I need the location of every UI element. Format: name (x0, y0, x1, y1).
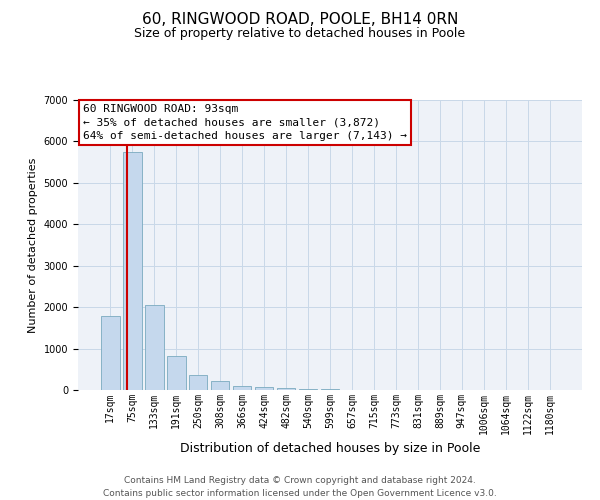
Bar (189, 375, 208, 390)
Bar (145, 305, 164, 390)
Bar (299, 389, 317, 390)
Bar (255, 387, 274, 390)
Bar (233, 386, 251, 390)
Bar (277, 388, 295, 390)
Text: Contains HM Land Registry data © Crown copyright and database right 2024.
Contai: Contains HM Land Registry data © Crown c… (103, 476, 497, 498)
Bar (101, 316, 119, 390)
X-axis label: Distribution of detached houses by size in Poole: Distribution of detached houses by size … (180, 442, 480, 455)
Bar (211, 381, 229, 390)
Bar (320, 389, 340, 390)
Bar (167, 356, 185, 390)
Y-axis label: Number of detached properties: Number of detached properties (28, 158, 38, 332)
Text: 60 RINGWOOD ROAD: 93sqm
← 35% of detached houses are smaller (3,872)
64% of semi: 60 RINGWOOD ROAD: 93sqm ← 35% of detache… (83, 104, 407, 141)
Text: Size of property relative to detached houses in Poole: Size of property relative to detached ho… (134, 28, 466, 40)
Bar (123, 152, 142, 390)
Text: 60, RINGWOOD ROAD, POOLE, BH14 0RN: 60, RINGWOOD ROAD, POOLE, BH14 0RN (142, 12, 458, 28)
